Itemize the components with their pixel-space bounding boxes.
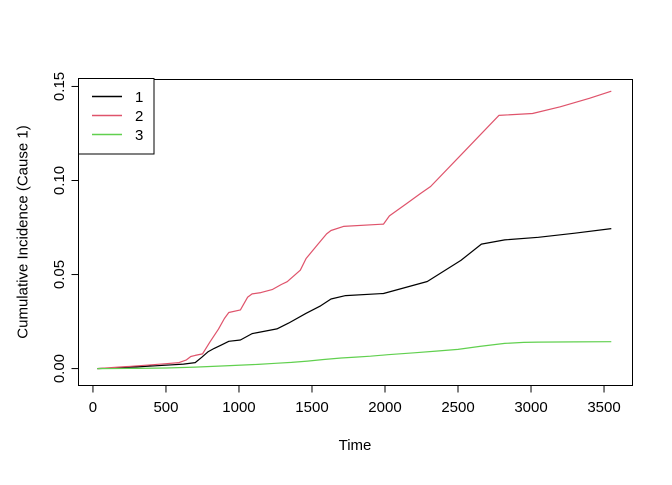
x-axis-title: Time [339, 437, 372, 454]
x-tick-label: 0 [89, 399, 97, 416]
y-tick-label: 0.05 [51, 260, 68, 289]
series-line-2 [97, 90, 612, 370]
x-tick-label: 3000 [514, 399, 547, 416]
x-tick-label: 1000 [222, 399, 255, 416]
y-axis-title: Cumulative Incidence (Cause 1) [14, 125, 31, 338]
x-tick-label: 500 [153, 399, 178, 416]
legend-label-3: 3 [135, 127, 143, 144]
y-tick-label: 0.00 [51, 354, 68, 383]
legend-label-1: 1 [135, 89, 143, 106]
y-tick-label: 0.15 [51, 72, 68, 101]
series-line-1 [97, 228, 612, 370]
series-line-3 [97, 341, 612, 370]
y-axis: 0.00 0.05 0.10 0.15 [51, 72, 79, 383]
x-tick-label: 2500 [441, 399, 474, 416]
legend: 1 2 3 [78, 78, 155, 155]
plot-border [78, 79, 633, 386]
x-tick-label: 2000 [368, 399, 401, 416]
y-tick-label: 0.10 [51, 166, 68, 195]
series-group [97, 90, 612, 370]
x-tick-label: 1500 [295, 399, 328, 416]
x-tick-label: 3500 [587, 399, 620, 416]
x-axis: 0 500 1000 1500 2000 2500 3000 3500 [89, 385, 621, 416]
legend-label-2: 2 [135, 108, 143, 125]
